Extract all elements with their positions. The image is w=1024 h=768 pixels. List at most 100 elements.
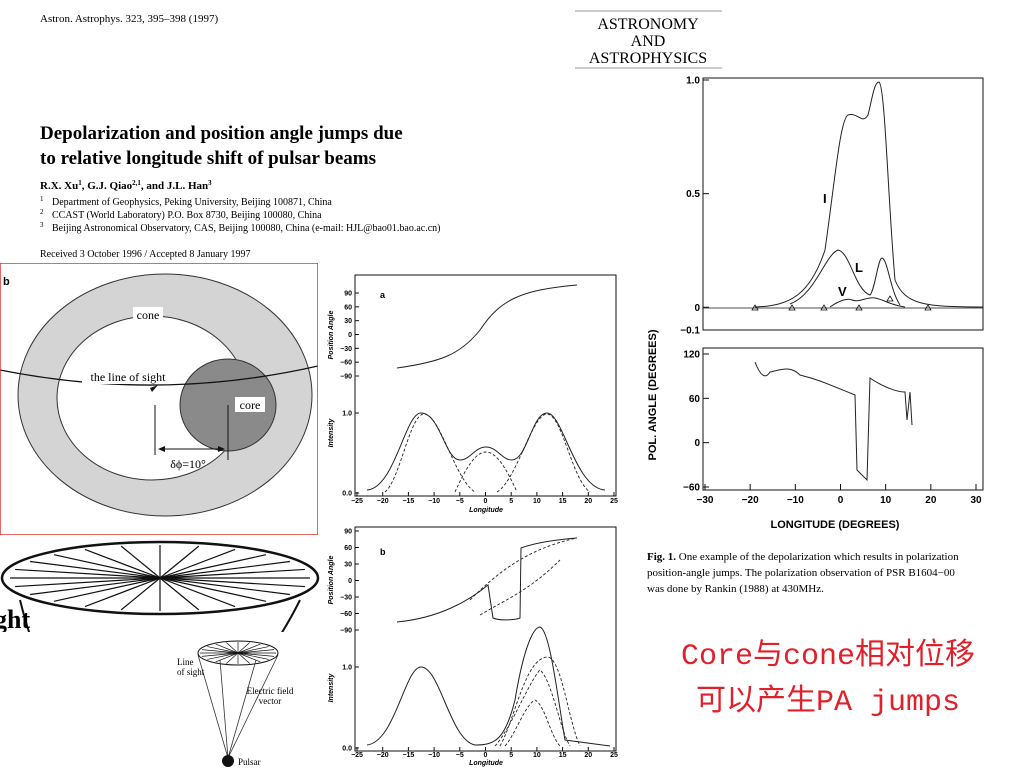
- spoke: [237, 649, 275, 654]
- x-tick-label: 25: [610, 498, 618, 505]
- x-tick-label: −10: [428, 498, 440, 505]
- axis-label: Longitude: [469, 507, 503, 514]
- intensity-curve: [366, 412, 606, 491]
- caption-line: One example of the depolarization which …: [679, 551, 959, 563]
- label: Electric field: [247, 686, 294, 696]
- spoke: [159, 577, 290, 596]
- x-tick-label: 25: [610, 752, 618, 759]
- x-tick-label: −20: [742, 495, 759, 506]
- fan-rim: [197, 640, 279, 666]
- pulsar: [222, 755, 234, 767]
- plot-frame: [702, 347, 984, 491]
- spoke: [159, 560, 290, 579]
- curve-label: I: [823, 191, 827, 206]
- pa-curve: [396, 537, 578, 623]
- separator: ,: [82, 180, 88, 192]
- spoke: [226, 642, 239, 654]
- axis-label: Intensity: [328, 673, 335, 703]
- logo-line: ASTRONOMY: [597, 16, 699, 33]
- y-tick-label: 30: [344, 562, 352, 569]
- label: cone: [137, 308, 160, 322]
- spoke: [159, 577, 305, 588]
- author: R.X. Xu: [40, 180, 78, 192]
- x-tick-label: 20: [925, 495, 937, 506]
- spoke: [237, 642, 250, 654]
- annotation: Core与cone相对位移: [681, 638, 975, 674]
- separator: , and: [141, 180, 167, 192]
- label-bg: [82, 369, 174, 384]
- x-tick-label: 5: [509, 498, 513, 505]
- y-tick-label: 30: [344, 318, 352, 325]
- spoke: [226, 652, 239, 664]
- y-tick-label: 1.0: [342, 665, 352, 672]
- y-tick-label: 60: [689, 394, 701, 405]
- sight-line: [0, 365, 318, 386]
- author-affil: 1: [78, 179, 82, 187]
- arrow: [150, 385, 158, 392]
- spoke: [237, 643, 261, 654]
- citation: Astron. Astrophys. 323, 395–398 (1997): [40, 13, 218, 25]
- label: vector: [259, 696, 282, 706]
- x-tick-label: −20: [377, 752, 389, 759]
- spoke: [53, 577, 161, 602]
- caption-line: position-angle jumps. The polarization o…: [647, 567, 955, 579]
- x-tick-label: 20: [584, 498, 592, 505]
- x-tick-label: 20: [584, 752, 592, 759]
- label: Line: [177, 657, 194, 667]
- caption-line: was done by Rankin (1988) at 430MHz.: [647, 583, 824, 595]
- spoke: [159, 577, 267, 602]
- annotation: 可以产生PA jumps: [696, 684, 960, 720]
- spoke: [84, 548, 161, 579]
- spoke: [207, 646, 239, 654]
- label: the line of sight: [91, 370, 167, 384]
- panel-label: b: [3, 276, 10, 288]
- x-tick-label: 10: [533, 498, 541, 505]
- axis-label: Longitude: [469, 760, 503, 767]
- curve-label: V: [838, 284, 847, 299]
- v-curve: [829, 297, 906, 308]
- intensity-curve: [366, 626, 611, 747]
- plot-frame: [702, 77, 984, 331]
- x-tick-label: 15: [559, 752, 567, 759]
- logo-line: AND: [631, 33, 666, 50]
- axis-label: Position Angle: [328, 556, 335, 605]
- label: core: [240, 398, 261, 412]
- beam-line: [197, 654, 279, 759]
- x-tick-label: 30: [970, 495, 982, 506]
- received: Received 3 October 1996 / Accepted 8 Jan…: [40, 249, 251, 260]
- spoke: [159, 548, 236, 579]
- spoke: [237, 652, 261, 663]
- spoke: [237, 652, 250, 664]
- label: Pulsar: [238, 757, 261, 767]
- label-bg: [235, 397, 265, 412]
- x-tick-label: 0: [484, 498, 488, 505]
- author-affil: 2,1: [132, 179, 141, 187]
- spoke: [159, 545, 200, 579]
- y-tick-label: −60: [340, 360, 352, 367]
- y-tick-label: 60: [344, 545, 352, 552]
- component-curve: [494, 656, 581, 747]
- y-tick-label: 0: [348, 332, 352, 339]
- fan-diagram: ght: [0, 540, 320, 632]
- affil-mark: 2: [40, 208, 44, 216]
- y-tick-label: −30: [340, 595, 352, 602]
- y-tick-label: 120: [683, 350, 700, 361]
- authors: R.X. Xu1, G.J. Qiao2,1, and J.L. Han3: [40, 179, 212, 192]
- spoke: [215, 643, 239, 654]
- logo-line: ASTROPHYSICS: [589, 50, 707, 67]
- y-tick-label: 90: [344, 529, 352, 536]
- y-tick-label: −60: [340, 611, 352, 618]
- spoke: [15, 568, 161, 579]
- pa-curve: [396, 284, 578, 369]
- y-tick-label: 0.5: [686, 189, 700, 200]
- spoke: [207, 652, 239, 660]
- y-tick-label: −90: [340, 628, 352, 635]
- axis-label: Intensity: [328, 418, 335, 448]
- x-tick-label: 0: [484, 752, 488, 759]
- spoke: [30, 577, 161, 596]
- y-tick-label: −90: [340, 374, 352, 381]
- caption-label: Fig. 1.: [647, 551, 676, 563]
- x-tick-label: −25: [351, 752, 363, 759]
- spoke: [215, 652, 239, 663]
